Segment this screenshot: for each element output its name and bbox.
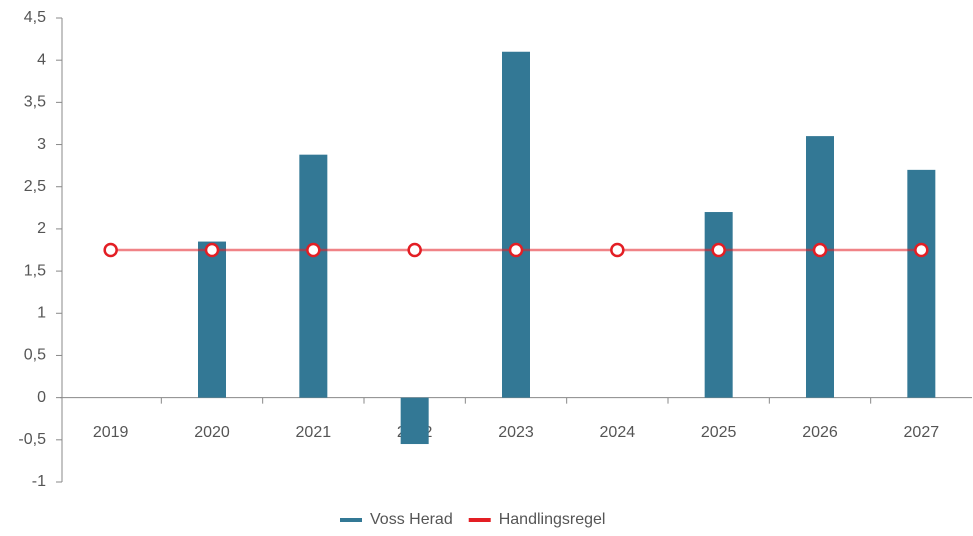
bar <box>198 241 226 398</box>
y-tick-label: 3 <box>37 136 46 153</box>
line-marker <box>204 242 220 258</box>
y-tick-label: 3,5 <box>24 94 46 111</box>
line-marker <box>306 242 321 258</box>
bar <box>299 154 328 398</box>
x-tick-label: 2023 <box>498 424 534 441</box>
x-tick-label: 2026 <box>802 424 838 441</box>
x-tick-label: 2021 <box>296 424 332 441</box>
line-marker <box>407 242 422 258</box>
bar <box>502 51 530 398</box>
y-tick-label: 4 <box>37 51 46 68</box>
line-marker <box>103 242 118 258</box>
x-tick-label: 2025 <box>701 424 737 441</box>
y-tick-label: 0,5 <box>24 347 46 364</box>
y-tick-label: -0,5 <box>18 431 46 448</box>
x-tick-label: 2024 <box>600 424 636 441</box>
legend-label: Handlingsregel <box>499 511 606 528</box>
y-tick-label: 1,5 <box>24 262 46 279</box>
x-tick-label: 2027 <box>904 424 940 441</box>
line-marker <box>610 242 625 258</box>
y-tick-label: 2,5 <box>24 178 46 195</box>
bar <box>400 397 429 445</box>
bar <box>907 169 936 398</box>
line-marker <box>508 242 524 258</box>
line-marker <box>812 242 828 258</box>
bar <box>806 136 834 398</box>
line-marker <box>914 242 929 258</box>
y-tick-label: 0 <box>37 389 46 406</box>
line-marker <box>711 242 726 258</box>
y-tick-label: 4,5 <box>24 9 46 26</box>
x-tick-label: 2020 <box>194 424 230 441</box>
bar <box>704 212 733 398</box>
legend-label: Voss Herad <box>370 511 453 528</box>
y-tick-label: 2 <box>37 220 46 237</box>
y-tick-label: 1 <box>37 304 46 321</box>
x-tick-label: 2019 <box>93 424 129 441</box>
y-tick-label: -1 <box>32 473 46 490</box>
